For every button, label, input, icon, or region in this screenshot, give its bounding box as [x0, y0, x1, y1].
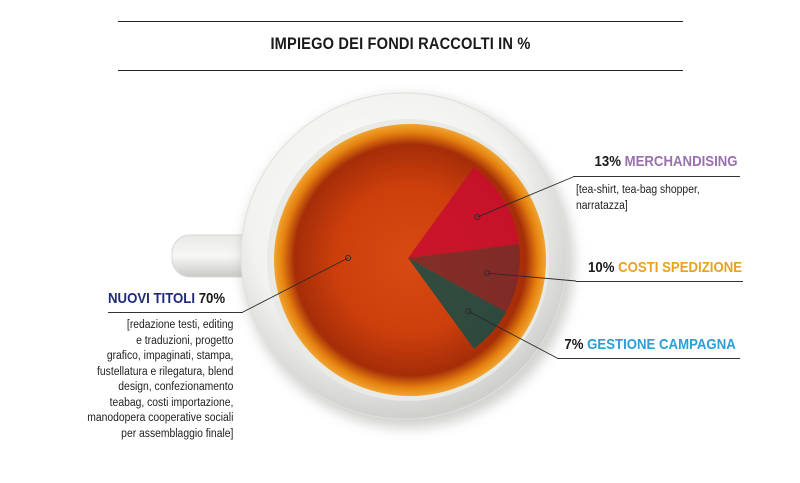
- titoli-leader-dot: [344, 254, 352, 262]
- campagna-name: GESTIONE CAMPAGNA: [587, 336, 736, 353]
- top-rule: [118, 21, 683, 22]
- pie-slices: [408, 167, 520, 349]
- titoli-leader: [242, 257, 349, 313]
- merch-underline: [573, 176, 740, 177]
- campagna-leader: [468, 310, 558, 359]
- spedizione-underline: [576, 281, 743, 282]
- titoli-desc: [redazione testi, editing e traduzioni, …: [86, 319, 233, 440]
- spedizione-pct: 10%: [587, 259, 615, 276]
- titoli-pct: 70%: [198, 290, 226, 307]
- spedizione-leader-dot: [484, 270, 491, 277]
- merch-label: 13% MERCHANDISING: [595, 153, 738, 170]
- titoli-underline: [108, 312, 243, 313]
- merch-name: MERCHANDISING: [625, 153, 738, 170]
- campagna-pct: 7%: [564, 336, 584, 353]
- merch-desc: [tea-shirt, tea-bag shopper, narratazza]: [576, 184, 700, 212]
- slice-merchandising: [408, 167, 520, 258]
- bottom-rule: [118, 70, 683, 71]
- campagna-leader-dot: [465, 308, 472, 315]
- spedizione-name: COSTI SPEDIZIONE: [618, 259, 742, 276]
- campagna-underline: [557, 358, 740, 359]
- spedizione-label: 10% COSTI SPEDIZIONE: [588, 259, 742, 276]
- titoli-name: NUOVI TITOLI: [108, 290, 196, 307]
- slice-costi-spedizione: [408, 243, 520, 312]
- campagna-label: 7% GESTIONE CAMPAGNA: [565, 336, 736, 353]
- chart-title: IMPIEGO DEI FONDI RACCOLTI IN %: [270, 34, 531, 53]
- merch-leader: [477, 176, 574, 218]
- slice-gestione-campagna: [408, 258, 507, 349]
- merch-pct: 13%: [594, 153, 622, 170]
- titoli-label: NUOVI TITOLI 70%: [108, 290, 225, 307]
- spedizione-leader: [487, 272, 577, 282]
- merch-leader-dot: [474, 213, 481, 221]
- leader-lines: [242, 176, 577, 359]
